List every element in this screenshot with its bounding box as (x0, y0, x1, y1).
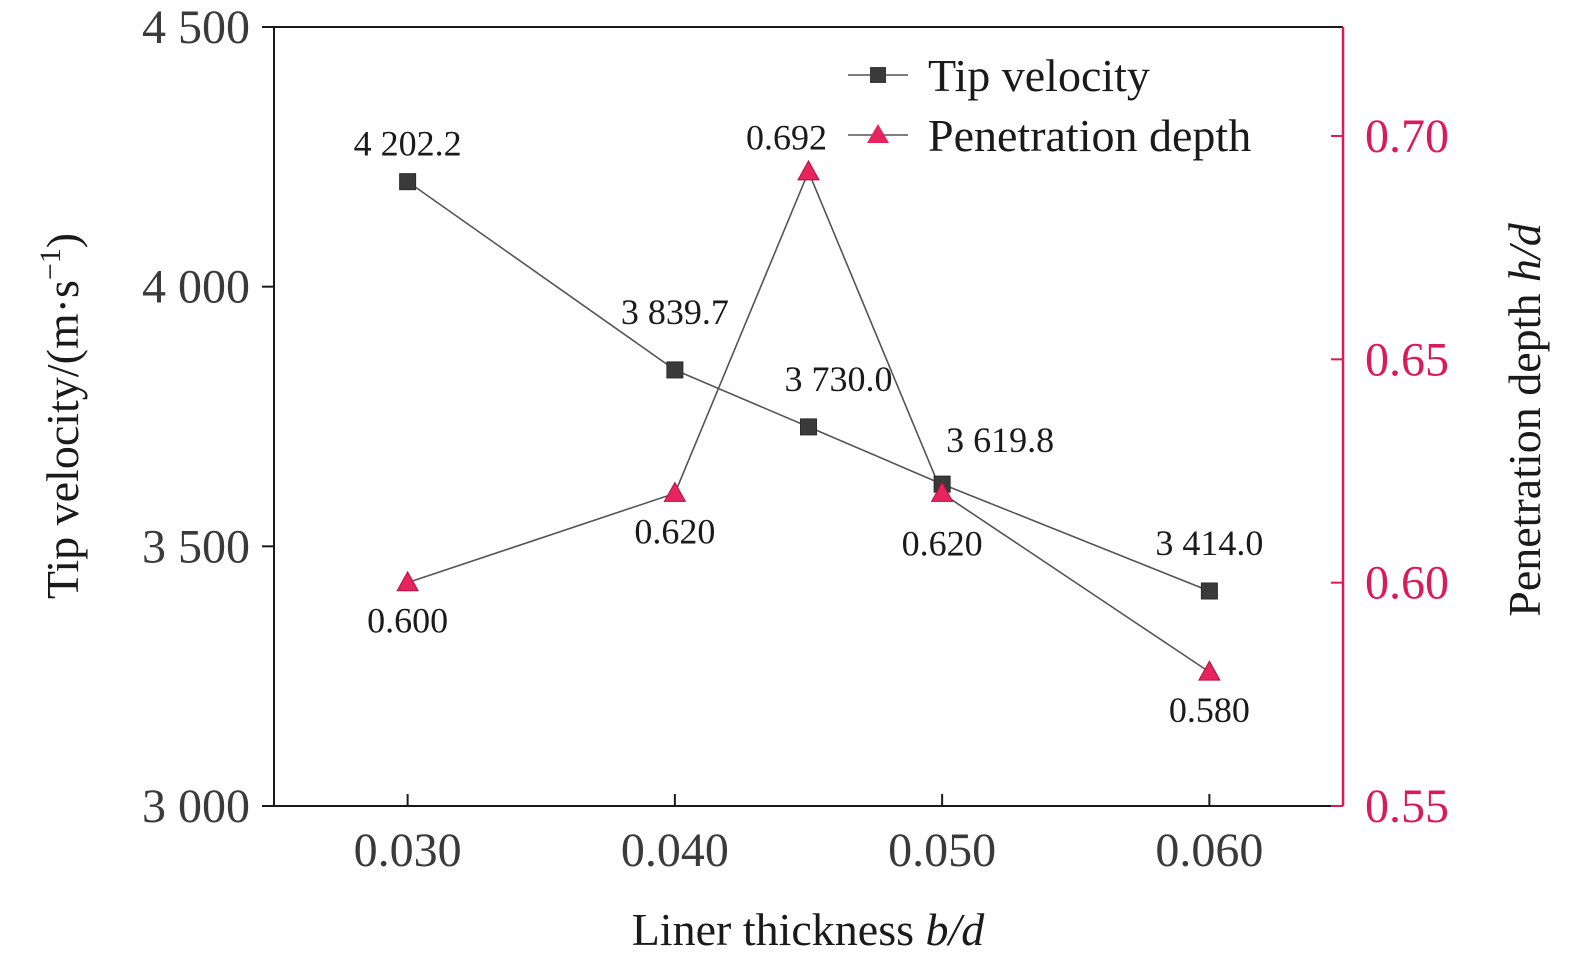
x-axis-title: Liner thickness b/d (632, 904, 986, 955)
penetration-depth-point (930, 481, 954, 502)
tip-velocity-point (666, 361, 684, 379)
legend-label: Penetration depth (928, 110, 1251, 161)
y-axis-left-title: Tip velocity/(m·s−1) (34, 233, 88, 599)
penetration-depth-point (797, 159, 820, 181)
x-tick-label: 0.050 (888, 824, 996, 877)
y-axis-left: 3 000 3 500 4 000 4 500 (142, 1, 274, 833)
y-axis-right-title-text: Penetration depth (1499, 282, 1550, 617)
y-right-tick-label: 0.65 (1365, 333, 1449, 386)
x-tick-label: 0.060 (1155, 824, 1263, 877)
legend-label: Tip velocity (928, 50, 1150, 101)
series-markers (396, 159, 1221, 681)
penetration-depth-point (1198, 660, 1221, 681)
y-axis-right: 0.55 0.60 0.65 0.70 (1331, 110, 1449, 833)
y-axis-left-title-close: ) (37, 233, 88, 248)
y-axis-right-title-var: h/d (1499, 222, 1550, 282)
y-left-tick-label: 3 500 (142, 520, 250, 573)
y-left-tick-label: 4 500 (142, 1, 250, 54)
plot-frame (273, 26, 1345, 807)
y-left-tick-label: 3 000 (142, 780, 250, 833)
x-axis-title-var: b/d (926, 904, 986, 955)
tip-velocity-point (1200, 582, 1218, 600)
legend-triangle-marker (867, 124, 889, 143)
tip-velocity-point (399, 173, 417, 191)
x-axis: 0.030 0.040 0.050 0.060 (354, 794, 1263, 877)
data-label: 3 414.0 (1155, 523, 1263, 563)
data-label: 3 619.8 (946, 420, 1054, 460)
tip-velocity-point (800, 418, 817, 436)
y-right-tick-label: 0.70 (1365, 110, 1449, 163)
data-labels: 4 202.2 3 839.7 3 730.0 3 619.8 3 414.0 0.600… (354, 118, 1264, 730)
data-label: 3 730.0 (785, 359, 893, 399)
data-label: 0.580 (1169, 690, 1250, 730)
y-right-tick-label: 0.60 (1365, 557, 1449, 610)
x-axis-title-text: Liner thickness (632, 904, 914, 955)
data-label: 0.620 (902, 523, 983, 563)
y-axis-left-title-text: Tip velocity/(m·s (37, 280, 88, 599)
data-label: 0.600 (367, 601, 448, 641)
data-label: 3 839.7 (621, 292, 729, 332)
data-label: 4 202.2 (354, 124, 462, 164)
x-tick-label: 0.040 (621, 824, 729, 877)
legend: Tip velocity Penetration depth (848, 50, 1251, 161)
penetration-depth-point (663, 481, 687, 502)
y-axis-left-title-sup: −1 (34, 248, 67, 280)
y-right-tick-label: 0.55 (1365, 780, 1449, 833)
data-label: 0.692 (746, 118, 827, 158)
legend-square-marker (870, 67, 886, 83)
x-tick-label: 0.030 (354, 824, 462, 877)
y-axis-right-title: Penetration depth h/d (1499, 222, 1550, 616)
y-left-tick-label: 4 000 (142, 261, 250, 314)
data-label: 0.620 (634, 511, 715, 551)
penetration-depth-point (396, 570, 419, 592)
